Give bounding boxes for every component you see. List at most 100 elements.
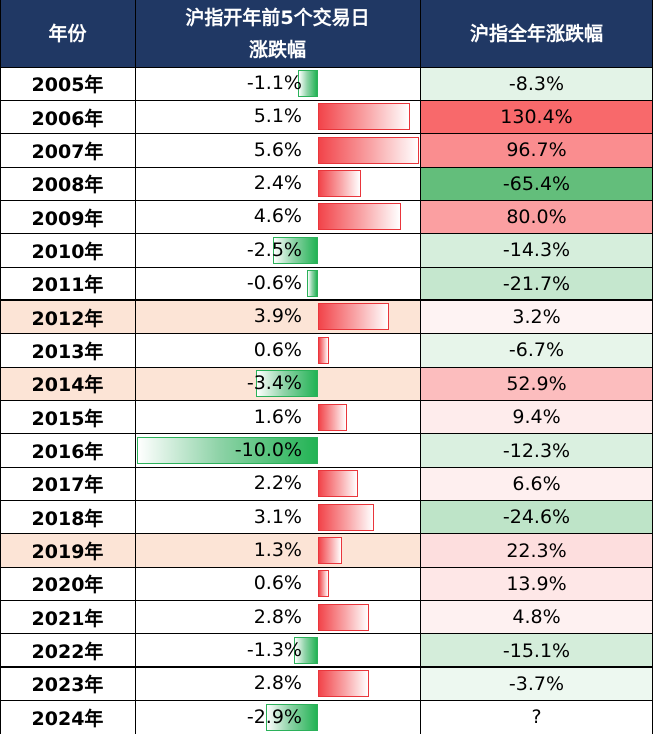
first5-bar: [318, 470, 358, 498]
first5-value: 2.2%: [253, 472, 302, 495]
row-divider: [0, 299, 653, 302]
year-cell: 2005年: [0, 67, 135, 101]
first5-cell: 5.1%: [135, 100, 420, 134]
first5-cell: 2.4%: [135, 167, 420, 201]
year-cell: 2011年: [0, 267, 135, 301]
header-year: 年份: [0, 0, 135, 67]
full-year-cell: -65.4%: [420, 167, 653, 201]
year-cell: 2006年: [0, 100, 135, 134]
first5-cell: -2.9%: [135, 700, 420, 734]
first5-value: 2.8%: [253, 605, 302, 628]
first5-bar: [307, 270, 318, 298]
first5-value: 2.4%: [253, 172, 302, 195]
year-cell: 2023年: [0, 667, 135, 701]
year-cell: 2012年: [0, 300, 135, 334]
full-year-cell: -12.3%: [420, 433, 653, 468]
year-cell: 2015年: [0, 400, 135, 434]
first5-bar: [318, 503, 375, 531]
full-year-cell: 52.9%: [420, 367, 653, 401]
full-year-cell: ?: [420, 700, 653, 734]
first5-value: -1.3%: [246, 638, 302, 661]
first5-value: 1.3%: [253, 538, 302, 561]
full-year-cell: -6.7%: [420, 333, 653, 368]
first5-cell: -10.0%: [135, 433, 420, 468]
full-year-cell: 3.2%: [420, 300, 653, 334]
first5-value: 2.8%: [253, 672, 302, 695]
first5-value: 3.9%: [253, 305, 302, 328]
first5-value: -2.5%: [246, 238, 302, 261]
first5-value: -1.1%: [246, 72, 302, 94]
first5-cell: -1.3%: [135, 633, 420, 668]
first5-bar: [318, 570, 329, 598]
full-year-cell: -14.3%: [420, 233, 653, 268]
first5-cell: 0.6%: [135, 567, 420, 601]
first5-cell: -0.6%: [135, 267, 420, 301]
first5-value: 3.1%: [253, 505, 302, 528]
year-cell: 2008年: [0, 167, 135, 201]
row-divider: [0, 533, 653, 535]
first5-cell: -1.1%: [135, 67, 420, 101]
full-year-cell: 6.6%: [420, 467, 653, 501]
full-year-cell: -8.3%: [420, 67, 653, 101]
full-year-cell: 96.7%: [420, 133, 653, 168]
first5-cell: -2.5%: [135, 233, 420, 268]
header-first5: 沪指开年前5个交易日 涨跌幅: [135, 0, 420, 67]
first5-cell: 1.3%: [135, 533, 420, 568]
first5-cell: -3.4%: [135, 367, 420, 401]
first5-cell: 3.1%: [135, 500, 420, 534]
first5-bar: [318, 303, 389, 331]
first5-value: 4.6%: [253, 205, 302, 228]
full-year-cell: 4.8%: [420, 600, 653, 634]
first5-bar: [137, 436, 318, 464]
row-divider: [0, 466, 653, 468]
first5-bar: [318, 403, 347, 431]
first5-bar: [256, 370, 318, 398]
first5-cell: 2.8%: [135, 667, 420, 701]
first5-bar: [318, 103, 411, 131]
year-cell: 2009年: [0, 200, 135, 234]
first5-value: -0.6%: [246, 272, 302, 295]
first5-bar: [272, 236, 318, 264]
first5-value: -2.9%: [246, 705, 302, 728]
first5-bar: [318, 603, 369, 631]
row-divider: [0, 199, 653, 201]
year-cell: 2007年: [0, 133, 135, 168]
full-year-cell: -24.6%: [420, 500, 653, 534]
full-year-cell: -3.7%: [420, 667, 653, 701]
row-divider: [0, 500, 653, 502]
full-year-cell: 130.4%: [420, 100, 653, 134]
first5-bar: [318, 670, 369, 698]
row-divider: [0, 600, 653, 602]
full-year-cell: 9.4%: [420, 400, 653, 434]
row-divider: [0, 433, 653, 435]
first5-value: 5.6%: [253, 138, 302, 161]
first5-cell: 1.6%: [135, 400, 420, 434]
first5-cell: 3.9%: [135, 300, 420, 334]
first5-bar: [294, 636, 318, 664]
year-cell: 2016年: [0, 433, 135, 468]
first5-bar: [318, 203, 402, 231]
row-divider: [0, 99, 653, 101]
row-divider: [0, 233, 653, 235]
row-divider: [0, 133, 653, 135]
first5-value: 0.6%: [253, 572, 302, 595]
first5-value: 1.6%: [253, 405, 302, 428]
first5-cell: 2.2%: [135, 467, 420, 501]
full-year-cell: -15.1%: [420, 633, 653, 668]
first5-bar: [265, 703, 318, 731]
year-cell: 2024年: [0, 700, 135, 734]
row-divider: [0, 333, 653, 335]
first5-cell: 0.6%: [135, 333, 420, 368]
row-divider: [0, 266, 653, 268]
full-year-cell: -21.7%: [420, 267, 653, 301]
first5-cell: 2.8%: [135, 600, 420, 634]
first5-value: 0.6%: [253, 338, 302, 361]
first5-cell: 5.6%: [135, 133, 420, 168]
row-divider: [0, 366, 653, 368]
first5-cell: 4.6%: [135, 200, 420, 234]
row-divider: [0, 633, 653, 635]
year-cell: 2010年: [0, 233, 135, 268]
first5-bar: [298, 70, 318, 97]
row-divider: [0, 666, 653, 669]
